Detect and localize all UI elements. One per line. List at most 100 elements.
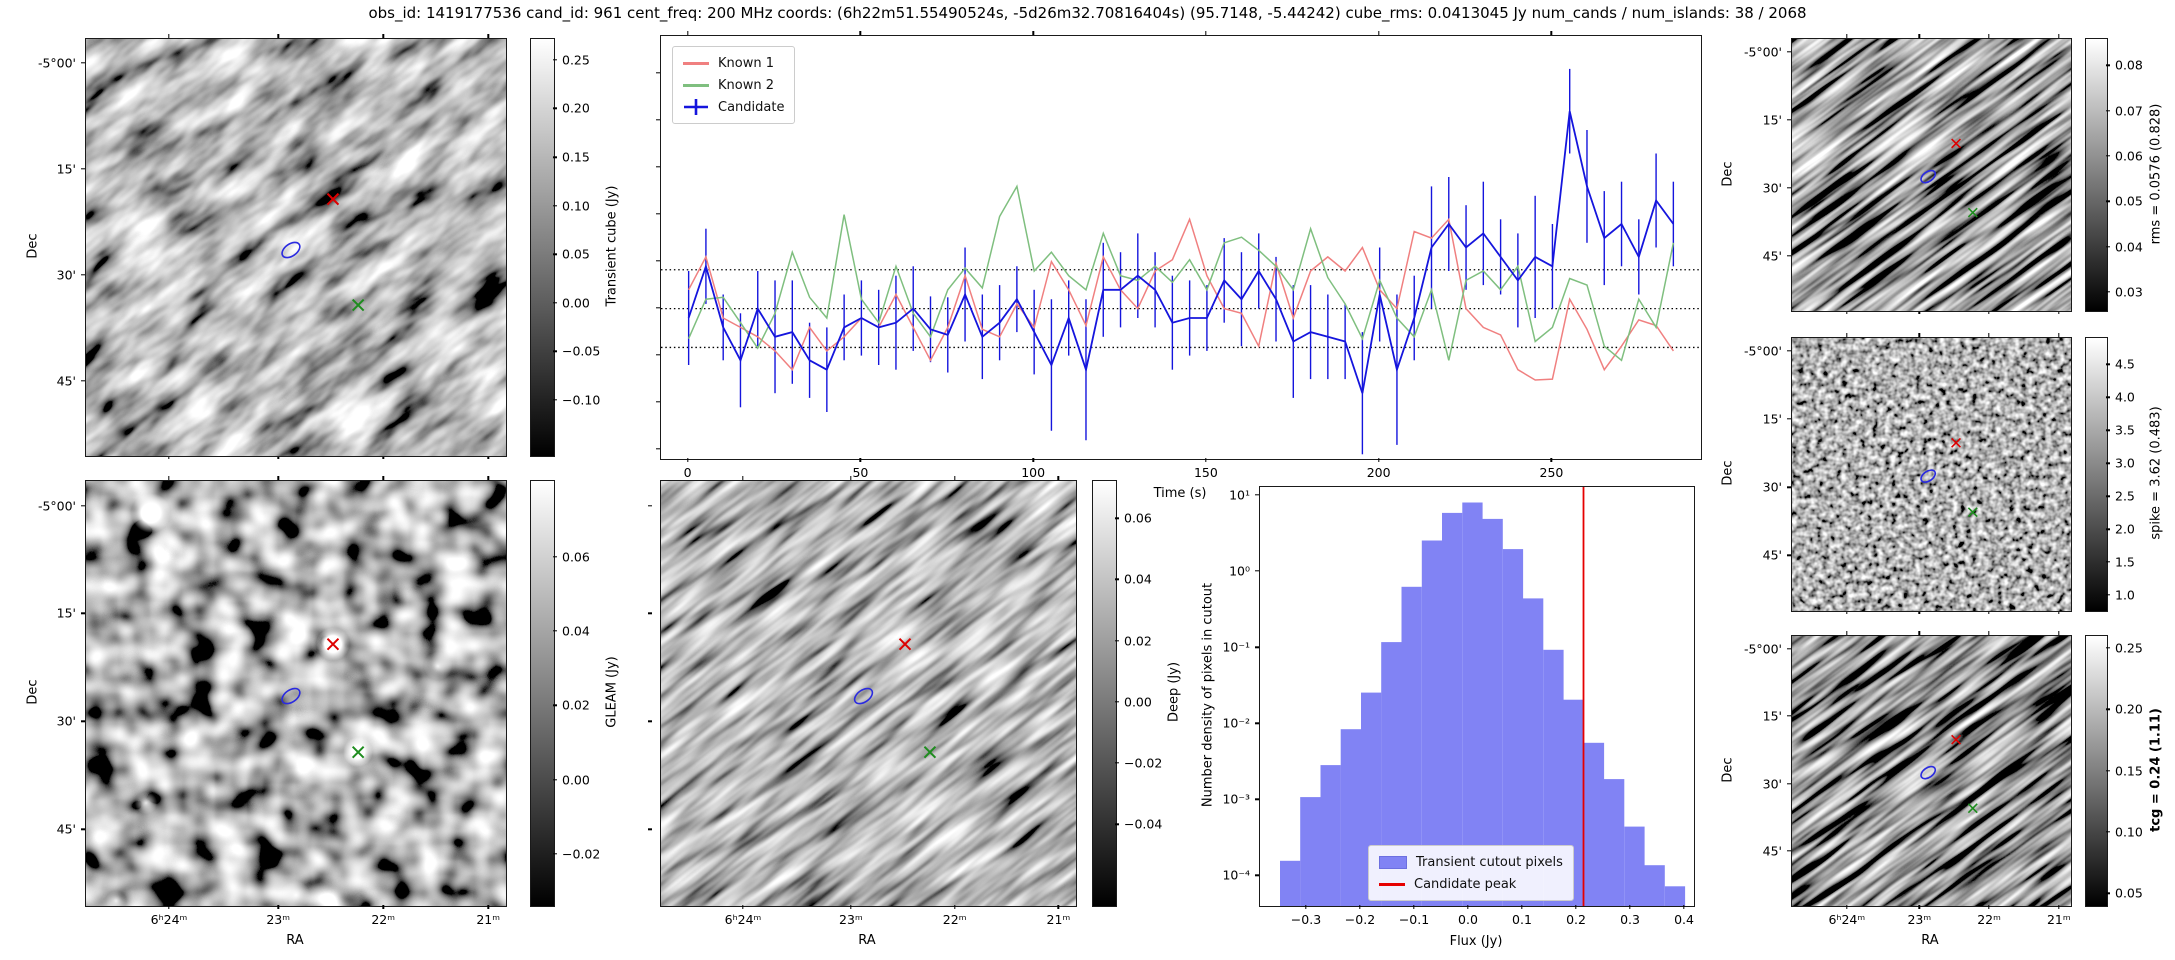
tick-mark [1467,905,1469,909]
tick-label: -5°00' [37,498,76,513]
tick-mark [1787,486,1791,488]
tick-label: 45' [1762,843,1782,859]
tcg-dec-ticks: -5°00' 15' 30' 45' [1713,635,1791,905]
tick-mark [81,62,85,64]
tick-mark [1205,31,1207,35]
tick-mark [1918,333,1921,337]
tick-label: -5°00' [1743,343,1782,359]
tick-mark [742,905,744,909]
tick-label: 3.0 [2115,455,2135,471]
tick-label: 0.04 [2115,239,2143,255]
tick-mark [1787,186,1791,189]
tick-mark [553,156,557,158]
tick-label: 22ᵐ [371,912,396,927]
tick-label: 0.10 [2115,824,2143,840]
hist-bar [1543,649,1564,906]
spike-cutout-image [1791,337,2072,612]
tick-mark [382,905,384,909]
tick-mark [1377,458,1380,462]
tick-mark [168,476,170,480]
rms-dec-ticks: -5°00' 15' 30' 45' [1713,38,1791,310]
tick-mark [2058,905,2060,909]
tick-mark [1032,458,1034,462]
lightcurve-xticks: 0 50 100 150 200 250 [660,458,1700,484]
tick-label: 0.0 [1458,912,1478,927]
gleam-colorbar [530,480,555,907]
tick-mark [656,212,660,215]
spike-noise-texture [1792,338,2071,611]
tick-mark [1377,31,1380,35]
deep-ra-label: RA [858,933,876,948]
tick-mark [487,905,489,909]
tick-mark [2106,892,2110,894]
tick-label: 0.00 [562,295,590,311]
tick-mark [850,476,852,480]
transient-bottom-tickmarks [85,455,505,461]
transient-cutout-image [85,38,507,457]
tick-mark [81,380,85,382]
tick-label: 0.20 [562,100,590,116]
spike-colorbar [2085,337,2108,612]
tick-mark [1787,647,1791,650]
histogram-panel: Transient cutout pixels Candidate peak [1259,486,1695,907]
tick-mark [2106,245,2110,248]
tick-label: -5°00' [37,55,76,71]
tick-mark [81,274,85,276]
transient-colorbar-ticks: 0.25 0.20 0.15 0.10 0.05 0.00 −0.05 −0.10 [553,38,615,455]
tick-mark [1115,762,1119,764]
tick-label: 0.3 [1620,912,1640,927]
tick-mark [1918,610,1921,614]
tick-label: 0.25 [2115,640,2143,656]
tick-mark [1205,458,1207,462]
tick-mark [1846,631,1848,635]
tick-label: 45' [1762,248,1782,264]
tick-mark [2106,462,2110,464]
tick-mark [277,455,279,459]
tick-mark [553,399,557,401]
tick-label: 15' [1762,411,1782,427]
tick-mark [277,476,279,480]
tick-label: 200 [1366,465,1391,480]
tick-mark [1255,570,1259,572]
tick-mark [1255,874,1259,877]
tick-label: 0 [683,465,692,480]
tick-mark [1787,254,1791,257]
tick-mark [81,168,85,170]
tick-mark [1918,905,1921,909]
tick-mark [1255,646,1259,648]
tcg-colorbar-ticks: 0.25 0.20 0.15 0.10 0.05 [2106,635,2161,905]
tick-mark [1115,639,1119,642]
candidate-legend-label: Candidate [718,99,785,115]
tick-label: 10⁰ [1229,563,1250,579]
tick-label: 0.08 [2115,57,2143,73]
tick-label: −0.02 [1124,755,1163,771]
tick-label: −0.3 [1290,912,1322,927]
tick-label: 0.25 [562,52,590,68]
hist-bar [1664,886,1686,906]
tick-label: 3.5 [2115,422,2135,438]
tick-mark [1787,715,1791,717]
deep-ra-ticks: 6ʰ24ᵐ 23ᵐ 22ᵐ 21ᵐ [660,905,1075,931]
gleam-cutout-image [85,480,507,907]
tick-mark [2106,155,2110,157]
tick-label: 0.02 [562,697,590,713]
tick-label: 23ᵐ [1907,912,1932,927]
legend-row-known1: Known 1 [683,52,784,74]
tick-mark [81,504,85,507]
tick-label: −0.1 [1398,912,1430,927]
tick-label: 21ᵐ [476,912,501,927]
hist-bar [1381,642,1402,906]
lightcurve-top-tickmarks [660,30,1700,35]
hist-bar [1421,540,1443,906]
deep-colorbar [1092,480,1117,907]
tick-mark [2106,561,2110,563]
tick-mark [553,704,557,706]
tick-mark [553,302,557,304]
spike-colorbar-ticks: 4.5 4.0 3.5 3.0 2.5 2.0 1.5 1.0 [2106,337,2161,610]
hist-bar [1442,512,1463,906]
hist-bar [1624,826,1645,906]
tick-label: 30' [56,267,76,283]
tick-mark [2106,363,2110,365]
gleam-ra-label: RA [286,933,304,948]
tick-label: 0.04 [562,623,590,639]
